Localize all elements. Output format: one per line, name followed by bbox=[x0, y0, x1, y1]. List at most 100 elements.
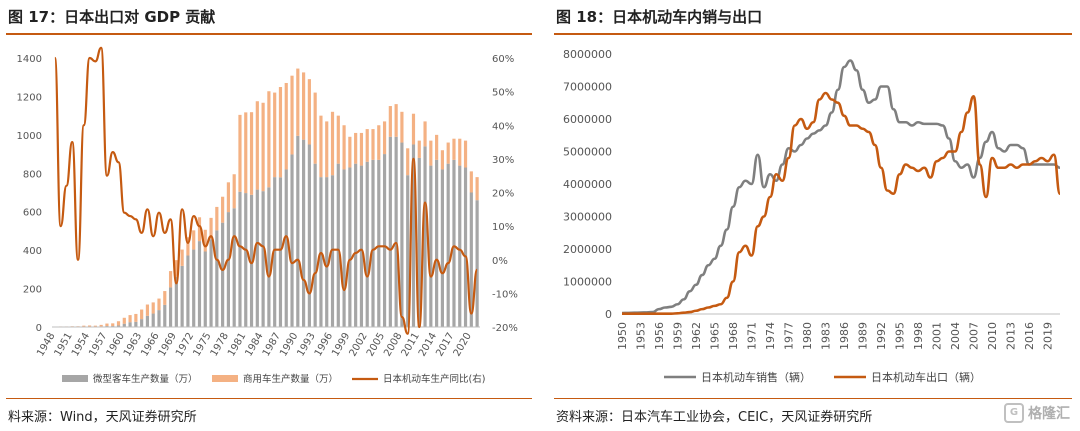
bar-commercial bbox=[186, 237, 190, 256]
bar-commercial bbox=[406, 148, 410, 176]
bar-passenger bbox=[458, 165, 462, 327]
x-tick-label: 1950 bbox=[616, 322, 629, 350]
bar-commercial bbox=[423, 121, 427, 147]
bar-passenger bbox=[174, 276, 178, 327]
bar-commercial bbox=[417, 140, 421, 158]
bar-commercial bbox=[249, 112, 254, 195]
y-right-tick-label: 0% bbox=[492, 256, 508, 267]
bar-commercial bbox=[82, 325, 86, 327]
bar-passenger bbox=[215, 230, 219, 327]
bar-passenger bbox=[435, 159, 439, 327]
bar-commercial bbox=[302, 72, 306, 140]
x-tick-label: 1989 bbox=[857, 322, 870, 350]
y-right-tick-label: 20% bbox=[492, 189, 514, 200]
bar-commercial bbox=[388, 106, 392, 137]
bar-commercial bbox=[452, 138, 456, 160]
bar-passenger bbox=[382, 154, 387, 327]
bar-commercial bbox=[278, 87, 283, 178]
bar-commercial bbox=[134, 313, 138, 322]
bar-passenger bbox=[325, 177, 329, 327]
x-tick-label: 1992 bbox=[875, 322, 888, 350]
left-figure-title: 图 17：日本出口对 GDP 贡献 bbox=[8, 8, 216, 26]
bar-passenger bbox=[192, 249, 196, 327]
bar-passenger bbox=[180, 265, 184, 327]
x-tick-label: 1971 bbox=[746, 322, 759, 350]
x-tick-label: 1953 bbox=[635, 322, 648, 350]
bar-commercial bbox=[111, 323, 115, 327]
legend-label-passenger: 微型客车生产数量（万） bbox=[93, 373, 198, 385]
bar-passenger bbox=[163, 304, 167, 327]
bar-commercial bbox=[203, 229, 207, 252]
bar-passenger bbox=[151, 313, 155, 327]
bar-commercial bbox=[226, 182, 230, 213]
bar-commercial bbox=[463, 140, 468, 168]
bar-passenger bbox=[290, 154, 294, 327]
bar-commercial bbox=[232, 174, 236, 209]
bar-commercial bbox=[440, 150, 444, 170]
bar-commercial bbox=[215, 206, 219, 231]
bar-commercial bbox=[140, 309, 144, 320]
bar-commercial bbox=[330, 111, 335, 176]
bar-commercial bbox=[255, 101, 259, 190]
y-right-tick-label: 50% bbox=[492, 88, 514, 99]
bar-passenger bbox=[302, 139, 306, 327]
export-line bbox=[622, 91, 1062, 315]
y-tick-label: 0 bbox=[605, 308, 612, 321]
bar-commercial bbox=[458, 138, 462, 166]
bar-commercial bbox=[469, 171, 473, 193]
bar-passenger bbox=[273, 177, 277, 327]
bar-commercial bbox=[209, 217, 213, 240]
bar-passenger bbox=[296, 135, 300, 327]
bar-passenger bbox=[209, 239, 213, 327]
bar-commercial bbox=[400, 111, 404, 143]
bar-passenger bbox=[284, 169, 288, 327]
x-tick-label: 2013 bbox=[1005, 322, 1018, 350]
y-tick-label: 5000000 bbox=[563, 146, 612, 159]
y-left-tick-label: 400 bbox=[23, 246, 42, 257]
bar-passenger bbox=[238, 191, 242, 327]
bar-commercial bbox=[128, 315, 132, 323]
bar-passenger bbox=[423, 146, 427, 327]
x-tick-label: 1974 bbox=[764, 322, 777, 350]
bar-passenger bbox=[128, 322, 132, 327]
bar-commercial bbox=[296, 68, 300, 136]
bar-commercial bbox=[93, 325, 97, 327]
y-tick-label: 8000000 bbox=[563, 48, 612, 61]
x-tick-label: 1983 bbox=[820, 322, 833, 350]
bar-commercial bbox=[290, 75, 294, 155]
bar-commercial bbox=[429, 140, 433, 166]
bar-commercial bbox=[411, 113, 416, 145]
bar-passenger bbox=[145, 315, 150, 327]
x-tick-label: 2020 bbox=[452, 331, 474, 359]
y-right-tick-label: 40% bbox=[492, 121, 514, 132]
bar-commercial bbox=[174, 260, 178, 277]
bar-commercial bbox=[359, 132, 364, 166]
legend-swatch-passenger bbox=[62, 375, 88, 382]
x-tick-label: 1980 bbox=[801, 322, 814, 350]
legend-label-commercial: 商用车生产数量（万） bbox=[243, 373, 338, 385]
bar-commercial bbox=[261, 102, 265, 192]
bar-commercial bbox=[354, 132, 358, 164]
bar-commercial bbox=[446, 142, 450, 164]
left-figure: 图 17：日本出口对 GDP 贡献 0 200 400 600 800 1000 1200 1… bbox=[6, 8, 532, 425]
sales-export-chart: 0 1000000 2000000 3000000 4000000 5000000 6000… bbox=[563, 48, 1062, 384]
x-tick-label: 2007 bbox=[968, 322, 981, 350]
legend-label-export: 日本机动车出口（辆） bbox=[871, 370, 981, 384]
bar-commercial bbox=[192, 230, 196, 250]
bar-passenger bbox=[377, 159, 381, 327]
right-figure-title: 图 18：日本机动车内销与出口 bbox=[556, 8, 763, 26]
legend-label-domestic: 日本机动车销售（辆） bbox=[701, 370, 811, 384]
bar-passenger bbox=[388, 136, 392, 327]
bar-passenger bbox=[336, 163, 340, 327]
bar-passenger bbox=[116, 325, 121, 327]
x-tick-label: 1977 bbox=[783, 322, 796, 350]
y-right-tick-label: 30% bbox=[492, 155, 514, 166]
bar-passenger bbox=[411, 144, 416, 327]
right-source-rule bbox=[554, 398, 1072, 399]
bar-passenger bbox=[406, 175, 410, 327]
bar-commercial bbox=[336, 115, 340, 164]
bar-passenger bbox=[400, 142, 404, 327]
bar-passenger bbox=[365, 161, 369, 327]
bar-passenger bbox=[221, 222, 225, 327]
bar-passenger bbox=[452, 159, 456, 327]
